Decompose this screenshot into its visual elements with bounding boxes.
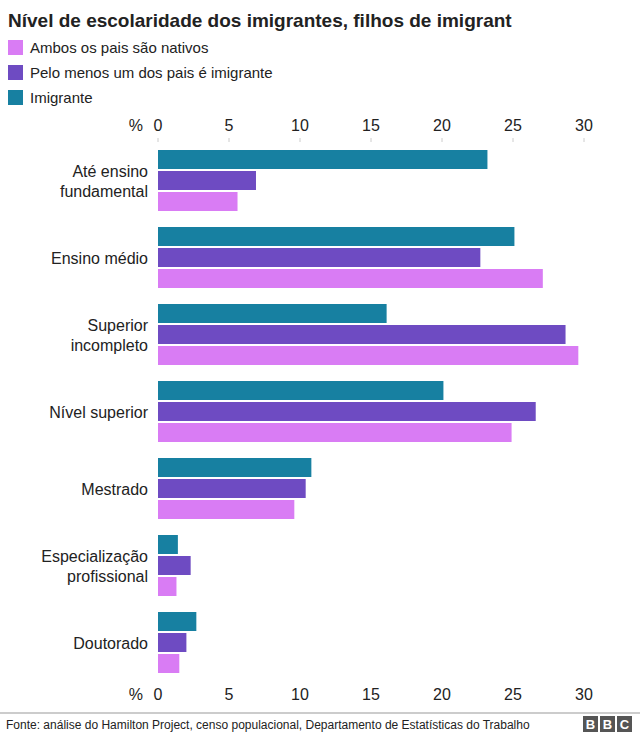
bar [158, 500, 294, 519]
category-line: Especialização [41, 548, 148, 565]
bar [158, 458, 311, 477]
legend-swatch [8, 65, 23, 80]
axis-label: % [129, 686, 143, 703]
tick-mark [158, 138, 159, 142]
bar [158, 325, 566, 344]
source: Fonte: análise do Hamilton Project, cens… [6, 718, 530, 732]
bar [158, 577, 176, 596]
chart: Nível de escolaridade dos imigrantes, fi… [0, 0, 640, 737]
logo-letter: B [586, 717, 595, 732]
tick-label: 20 [433, 686, 451, 703]
title: Nível de escolaridade dos imigrantes, fi… [8, 10, 512, 31]
category-line: Nível superior [49, 404, 148, 421]
tick-label: 25 [504, 117, 522, 134]
bar [158, 248, 480, 267]
bar [158, 633, 186, 652]
bar [158, 479, 306, 498]
bar [158, 269, 543, 288]
category-line: fundamental [60, 183, 148, 200]
tick-mark [513, 138, 514, 142]
bar [158, 227, 514, 246]
legend-label: Ambos os pais são nativos [30, 39, 208, 56]
category-label: Ensino médio [51, 250, 148, 267]
tick-label: 0 [154, 117, 163, 134]
category-label: Mestrado [81, 481, 148, 498]
bar [158, 556, 191, 575]
footer-rule [0, 713, 640, 714]
category-label: Doutorado [73, 635, 148, 652]
tick-mark [442, 138, 443, 142]
logo-letter: B [603, 717, 612, 732]
bar [158, 346, 578, 365]
bar [158, 171, 256, 190]
bar [158, 423, 512, 442]
bars [158, 150, 578, 673]
legend-label: Pelo menos um dos pais é imigrante [30, 64, 273, 81]
tick-label: 15 [362, 686, 380, 703]
bar [158, 535, 178, 554]
logo-letter: C [620, 717, 630, 732]
tick-label: 25 [504, 686, 522, 703]
bar [158, 381, 443, 400]
bar [158, 304, 387, 323]
legend-label: Imigrante [30, 89, 93, 106]
legend-swatch [8, 90, 23, 105]
category-label: Até ensino fundamental [60, 163, 148, 200]
tick-label: 0 [154, 686, 163, 703]
tick-mark [229, 138, 230, 142]
logo: BBC [583, 716, 632, 732]
bar [158, 612, 196, 631]
category-label: Superior incompleto [71, 317, 149, 354]
logo-box [617, 716, 632, 732]
tick-label: 10 [291, 117, 309, 134]
axis-label: % [129, 117, 143, 134]
tick-label: 30 [575, 686, 593, 703]
category-label: Nível superior [49, 404, 148, 421]
tick-label: 15 [362, 117, 380, 134]
tick-label: 30 [575, 117, 593, 134]
bar [158, 402, 536, 421]
category-line: Ensino médio [51, 250, 148, 267]
tick-mark [584, 138, 585, 142]
legend-swatch [8, 40, 23, 55]
tick-label: 20 [433, 117, 451, 134]
tick-label: 10 [291, 686, 309, 703]
bar [158, 654, 179, 673]
category-line: Até ensino [72, 163, 148, 180]
category-line: Doutorado [73, 635, 148, 652]
bar [158, 150, 487, 169]
tick-mark [300, 138, 301, 142]
tick-mark [371, 138, 372, 142]
category-line: incompleto [71, 337, 148, 354]
logo-box [583, 716, 598, 732]
tick-label: 5 [225, 686, 234, 703]
category-label: Especialização profissional [41, 548, 148, 585]
logo-box [600, 716, 615, 732]
category-line: Superior [88, 317, 149, 334]
category-line: profissional [67, 568, 148, 585]
category-line: Mestrado [81, 481, 148, 498]
tick-label: 5 [225, 117, 234, 134]
bar [158, 192, 238, 211]
